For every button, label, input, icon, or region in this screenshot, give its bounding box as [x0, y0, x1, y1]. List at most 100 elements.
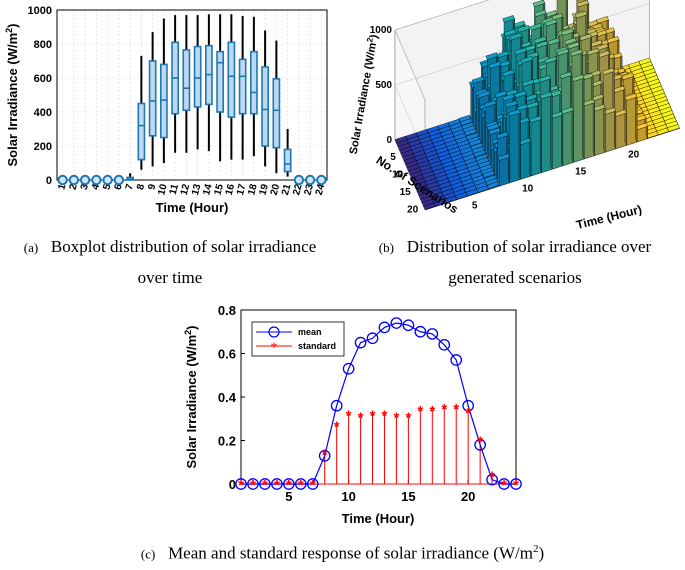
caption-b: (b) Distribution of solar irradiance ove…: [345, 232, 685, 293]
bar3d-bar-side: [551, 92, 553, 169]
bar3d-xtick-label: 20: [628, 150, 640, 161]
boxplot-box: [273, 79, 279, 148]
bar3d-bar: [551, 112, 563, 170]
caption-c: (c) Mean and standard response of solar …: [0, 534, 685, 570]
legend-mean-label: mean: [298, 327, 322, 337]
standard-point: *: [417, 403, 423, 420]
standard-point: *: [441, 401, 447, 418]
bar3d-bar: [530, 116, 542, 176]
caption-a-line2: over time: [0, 263, 340, 293]
bar3d-bar-side: [508, 154, 510, 183]
boxplot-box: [183, 50, 189, 110]
standard-point: *: [477, 434, 483, 451]
bar3d-bar: [625, 94, 637, 146]
caption-c-text: Mean and standard response of solar irra…: [168, 544, 533, 563]
boxplot-ytick-label: 1000: [28, 5, 52, 17]
boxplot-box: [285, 149, 291, 171]
mean-std-xtick-label: 20: [461, 489, 475, 504]
caption-a: (a) Boxplot distribution of solar irradi…: [0, 232, 340, 293]
bar3d-bar: [583, 99, 595, 159]
standard-point: *: [334, 418, 340, 435]
boxplot-outlier: [306, 176, 314, 184]
mean-std-xtick-label: 10: [341, 489, 355, 504]
bar3d-bar: [519, 138, 531, 179]
legend: mean * standard: [252, 322, 344, 356]
bar3d-xtick-label: 10: [522, 184, 534, 195]
bar3d-bar-side: [561, 112, 563, 166]
bar3d-ytick-label: 20: [407, 204, 419, 215]
boxplot-outlier: [295, 176, 303, 184]
boxplot-outlier: [81, 176, 89, 184]
caption-a-line1: Boxplot distribution of solar irradiance: [51, 237, 316, 256]
standard-point: *: [346, 407, 352, 424]
bar3d-bar-side: [519, 109, 521, 179]
standard-point: *: [250, 477, 256, 494]
bar3d-zlabel: Solar Irradiance (W/m2): [346, 33, 381, 155]
mean-std-ytick-label: 0: [229, 477, 236, 492]
bar3d-xlabel: Time (Hour): [575, 202, 644, 232]
caption-b-tag: (b): [379, 240, 394, 255]
boxplot-box: [138, 104, 144, 160]
bar3d-bar-side: [614, 108, 616, 149]
bar3d-ztick-label: 500: [375, 80, 392, 91]
bar3d-bar-side: [583, 75, 585, 159]
boxplot-outlier: [103, 176, 111, 184]
standard-point: *: [453, 401, 459, 418]
standard-point: *: [286, 477, 292, 494]
bar3d-ytick-label: 15: [400, 187, 412, 198]
bar3d-bar: [561, 107, 573, 166]
bar3d-bar: [498, 154, 510, 187]
standard-point: *: [238, 477, 244, 494]
boxplot-outlier: [58, 176, 66, 184]
caption-b-line1: Distribution of solar irradiance over: [407, 237, 652, 256]
boxplot-xtick-label: 8: [135, 183, 147, 192]
mean-std-xtick-label: 15: [401, 489, 415, 504]
caption-c-close: ): [538, 544, 544, 563]
caption-a-tag: (a): [24, 240, 38, 255]
boxplot-outlier: [317, 176, 325, 184]
standard-point: *: [513, 477, 519, 494]
standard-point: *: [370, 407, 376, 424]
mean-std-ytick-label: 0.4: [218, 390, 237, 405]
standard-point: *: [405, 410, 411, 427]
legend-standard-marker: *: [270, 340, 278, 356]
caption-c-tag: (c): [141, 547, 155, 562]
standard-point: *: [310, 477, 316, 494]
boxplot-box: [228, 42, 234, 117]
bar3d-xtick-label: 15: [575, 167, 587, 178]
bar3d-bar: [508, 109, 520, 182]
caption-b-line2: generated scenarios: [345, 263, 685, 293]
standard-point: *: [382, 407, 388, 424]
boxplot-box: [150, 61, 156, 136]
bar3d-bar-side: [593, 99, 595, 155]
standard-point: *: [262, 477, 268, 494]
bar3d-xtick-label: 5: [472, 201, 478, 212]
bar3d-bar-side: [572, 107, 574, 162]
bar3d-bar: [636, 123, 648, 142]
standard-point: *: [465, 405, 471, 422]
bar3d-bar-side: [625, 110, 627, 146]
bar3d-bar: [614, 110, 626, 149]
bar3d-bar: [540, 92, 552, 173]
mean-std-ylabel: Solar Irradiance (W/m2): [183, 325, 199, 468]
boxplot-ytick-label: 800: [34, 39, 52, 51]
bar3d-ztick-label: 0: [386, 135, 392, 146]
boxplot-box: [195, 47, 201, 107]
bar3d-bar-side: [636, 94, 638, 142]
mean-std-xlabel: Time (Hour): [342, 511, 415, 526]
bar3d-bar: [604, 108, 616, 153]
standard-point: *: [322, 447, 328, 464]
bar3d-ztick-label: 1000: [370, 25, 393, 36]
boxplot-box: [240, 59, 246, 113]
bar3d-bar-side: [540, 116, 542, 173]
bar3d-bar-side: [530, 138, 532, 176]
boxplot-box: [251, 52, 257, 114]
boxplot-outlier: [70, 176, 78, 184]
standard-point: *: [298, 477, 304, 494]
boxplot-ytick-label: 600: [34, 73, 52, 85]
boxplot-ytick-label: 0: [46, 175, 52, 187]
standard-point: *: [394, 410, 400, 427]
